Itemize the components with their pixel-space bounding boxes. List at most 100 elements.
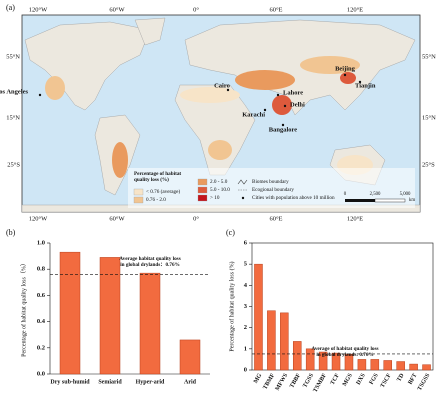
city-label: Bangalore (269, 126, 298, 133)
y-axis-label: Percentage of habitat quality loss (%) (228, 261, 235, 351)
legend-label: Ecogional boundary (252, 187, 294, 193)
city-label: Beijing (335, 65, 356, 72)
x-tick-label: BFT (407, 373, 418, 386)
lon-label: 120°E (347, 215, 363, 222)
bar (267, 310, 276, 371)
x-tick-label: MFWS (275, 372, 290, 392)
y-tick-label: 5 (244, 261, 248, 268)
y-tick-label: 0.8 (37, 266, 46, 273)
hotspot (208, 140, 232, 160)
city-label: Karachi (242, 111, 265, 118)
y-tick-label: 6 (244, 239, 248, 246)
lat-label: 55°N (6, 53, 20, 60)
lon-label: 120°W (29, 215, 48, 222)
annotation: Average habitat quality loss (119, 256, 180, 262)
lat-label: 15°N (422, 114, 436, 121)
hotspot (112, 142, 128, 178)
y-tick-label: 1 (244, 345, 247, 352)
plot-frame (251, 242, 434, 371)
hotspot (300, 56, 360, 74)
legend-title: Percentage of habitat (134, 171, 181, 177)
lat-label: 25°S (7, 161, 20, 168)
legend-label: 0.76 - 2.0 (146, 197, 166, 203)
city-dot (281, 123, 285, 127)
bar (305, 348, 315, 371)
x-tick-label: Dry sub-humid (50, 379, 90, 385)
city-dot (276, 93, 280, 97)
y-tick-label: 1.0 (37, 239, 45, 246)
city-dot (38, 93, 42, 97)
city-dot (343, 73, 347, 77)
y-tick-label: 3 (244, 303, 248, 310)
hotspot (272, 95, 292, 115)
x-tick-label: TGSS (302, 372, 315, 389)
bar (99, 257, 121, 375)
bar (318, 351, 328, 371)
lon-label: 0° (193, 215, 199, 222)
lat-label: 25°S (422, 161, 435, 168)
y-tick-label: 0.6 (37, 292, 46, 299)
x-tick-label: Arid (184, 379, 197, 385)
north-america (24, 21, 151, 111)
dryland-hotspots (45, 56, 373, 178)
bar (409, 363, 418, 371)
legend-swatch (197, 194, 208, 202)
x-tick-label: Hyper-arid (136, 379, 165, 385)
scale-bar (374, 198, 406, 203)
lon-label: 60°W (109, 6, 125, 13)
legend-label: 2.0 - 5.0 (210, 179, 228, 185)
legend-swatch (133, 196, 144, 204)
legend-dot (241, 196, 245, 200)
bar (280, 312, 289, 371)
lon-label: 120°W (29, 6, 48, 13)
legend-label: < 0.76 (average) (146, 188, 180, 195)
city-label: Tianjin (355, 82, 376, 89)
scale-label: km (409, 198, 415, 203)
y-axis-label: Percentage of habitat quality loss（%） (20, 260, 27, 357)
annotation: Average of habitat quality loss (311, 346, 378, 352)
city-dot (226, 88, 230, 92)
scale-label: 0 (344, 192, 347, 197)
legend-swatch (197, 186, 208, 194)
legend-label: 5.0 - 10.0 (210, 187, 230, 193)
y-tick-label: 0 (244, 366, 247, 373)
city-label: Lahore (283, 89, 303, 96)
lat-label: 55°N (422, 53, 436, 60)
city-dot (283, 104, 287, 108)
x-tick-label: TSGSS (417, 372, 432, 392)
scale-bar (345, 199, 375, 202)
lon-label: 60°W (109, 215, 125, 222)
city-label: Delhi (290, 101, 305, 108)
bar (179, 339, 201, 375)
eurasia (184, 19, 416, 116)
panel-label: (c) (226, 228, 235, 237)
x-tick-label: DXS (356, 372, 368, 386)
city-label: Cairo (214, 82, 230, 89)
scale-label: 2,500 (370, 192, 381, 197)
legend-title: quality loss (%) (134, 176, 169, 183)
y-tick-label: 0.0 (37, 370, 45, 377)
legend-swatch (133, 188, 144, 196)
lon-label: 120°E (347, 6, 363, 13)
city-dot (263, 108, 267, 112)
bar (59, 251, 81, 375)
bar (292, 341, 302, 371)
greenland (134, 17, 166, 46)
panel-label: (b) (6, 228, 16, 237)
bar (139, 272, 161, 375)
annotation: in global drylands: 0.76% (316, 352, 373, 358)
lon-label: 60°E (269, 6, 282, 13)
y-tick-label: 4 (244, 282, 248, 289)
lon-label: 0° (193, 6, 199, 13)
bar (370, 359, 380, 371)
x-tick-label: TSCF (380, 372, 393, 389)
x-tick-label: FGS (369, 372, 380, 386)
legend-label: > 10 (210, 195, 220, 201)
hotspot (340, 72, 356, 84)
x-tick-label: MGS (342, 372, 354, 387)
legend-label: Cities with population above 10 million (252, 195, 335, 201)
y-tick-label: 0.2 (37, 344, 45, 351)
bar (396, 361, 405, 371)
legend-swatch (197, 178, 208, 186)
